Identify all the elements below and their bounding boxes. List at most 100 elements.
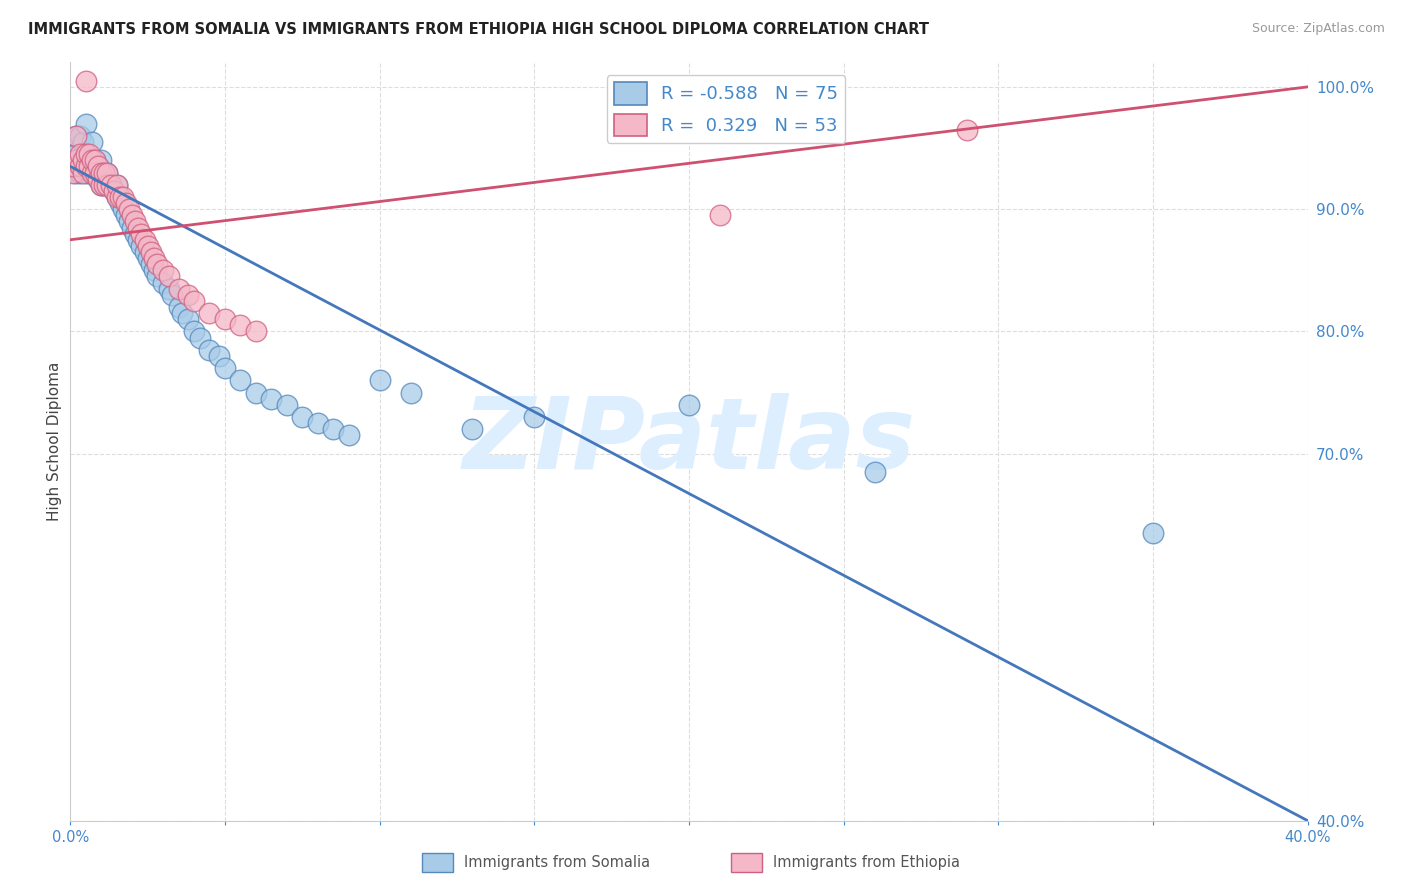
- Point: [75, 74, 97, 88]
- Point: [162, 287, 184, 301]
- Point: [198, 343, 221, 357]
- Point: [1142, 526, 1164, 541]
- Point: [337, 428, 360, 442]
- Point: [134, 233, 156, 247]
- Text: Immigrants from Ethiopia: Immigrants from Ethiopia: [773, 855, 960, 870]
- Point: [69, 165, 91, 179]
- Point: [127, 233, 149, 247]
- Text: Source: ZipAtlas.com: Source: ZipAtlas.com: [1251, 22, 1385, 36]
- Point: [115, 208, 138, 222]
- Point: [65, 128, 87, 143]
- Point: [80, 153, 103, 168]
- Point: [75, 160, 97, 174]
- Point: [139, 257, 162, 271]
- Point: [69, 147, 91, 161]
- Point: [139, 244, 162, 259]
- Point: [80, 153, 103, 168]
- Point: [69, 160, 91, 174]
- Point: [77, 165, 100, 179]
- Point: [146, 269, 169, 284]
- Point: [157, 269, 180, 284]
- Point: [118, 202, 141, 217]
- Point: [105, 190, 128, 204]
- Point: [80, 135, 103, 149]
- Point: [245, 385, 267, 400]
- Point: [307, 416, 329, 430]
- Point: [96, 165, 118, 179]
- Point: [152, 263, 174, 277]
- Point: [84, 153, 107, 168]
- Point: [108, 190, 131, 204]
- Point: [65, 153, 87, 168]
- Point: [96, 178, 118, 192]
- Point: [80, 165, 103, 179]
- Point: [111, 190, 134, 204]
- Point: [157, 282, 180, 296]
- Point: [103, 184, 125, 198]
- Point: [62, 153, 84, 168]
- Point: [65, 147, 87, 161]
- Point: [322, 422, 344, 436]
- Point: [77, 153, 100, 168]
- Point: [100, 178, 122, 192]
- Point: [131, 227, 153, 241]
- Point: [115, 196, 138, 211]
- Point: [134, 244, 156, 259]
- Point: [523, 410, 546, 425]
- Point: [80, 165, 103, 179]
- Point: [100, 178, 122, 192]
- Point: [105, 178, 128, 192]
- Point: [72, 165, 94, 179]
- Point: [956, 122, 979, 136]
- Point: [90, 165, 112, 179]
- Point: [62, 147, 84, 161]
- Point: [72, 153, 94, 168]
- Point: [208, 349, 231, 363]
- Point: [75, 165, 97, 179]
- Point: [678, 398, 700, 412]
- Point: [90, 153, 112, 168]
- Point: [136, 251, 159, 265]
- Point: [229, 373, 252, 387]
- Point: [93, 178, 115, 192]
- Point: [136, 239, 159, 253]
- Point: [399, 385, 422, 400]
- Point: [291, 410, 314, 425]
- Point: [276, 398, 298, 412]
- Point: [105, 178, 128, 192]
- Point: [214, 361, 236, 376]
- Point: [105, 190, 128, 204]
- Point: [72, 147, 94, 161]
- Point: [62, 160, 84, 174]
- Legend: R = -0.588   N = 75, R =  0.329   N = 53: R = -0.588 N = 75, R = 0.329 N = 53: [607, 75, 845, 143]
- Point: [84, 165, 107, 179]
- Point: [87, 171, 110, 186]
- Point: [65, 153, 87, 168]
- Point: [198, 306, 221, 320]
- Point: [90, 165, 112, 179]
- Point: [177, 287, 200, 301]
- Point: [245, 325, 267, 339]
- Point: [96, 178, 118, 192]
- Point: [69, 128, 91, 143]
- Point: [183, 325, 205, 339]
- Text: IMMIGRANTS FROM SOMALIA VS IMMIGRANTS FROM ETHIOPIA HIGH SCHOOL DIPLOMA CORRELAT: IMMIGRANTS FROM SOMALIA VS IMMIGRANTS FR…: [28, 22, 929, 37]
- Point: [77, 147, 100, 161]
- Point: [111, 202, 134, 217]
- Point: [93, 165, 115, 179]
- Point: [142, 263, 165, 277]
- Point: [103, 184, 125, 198]
- Point: [121, 208, 143, 222]
- Point: [368, 373, 391, 387]
- Point: [96, 165, 118, 179]
- Point: [118, 214, 141, 228]
- Point: [62, 160, 84, 174]
- Point: [146, 257, 169, 271]
- Point: [131, 239, 153, 253]
- Point: [75, 153, 97, 168]
- Point: [87, 160, 110, 174]
- Point: [90, 178, 112, 192]
- Point: [65, 165, 87, 179]
- Point: [75, 117, 97, 131]
- Point: [188, 330, 211, 344]
